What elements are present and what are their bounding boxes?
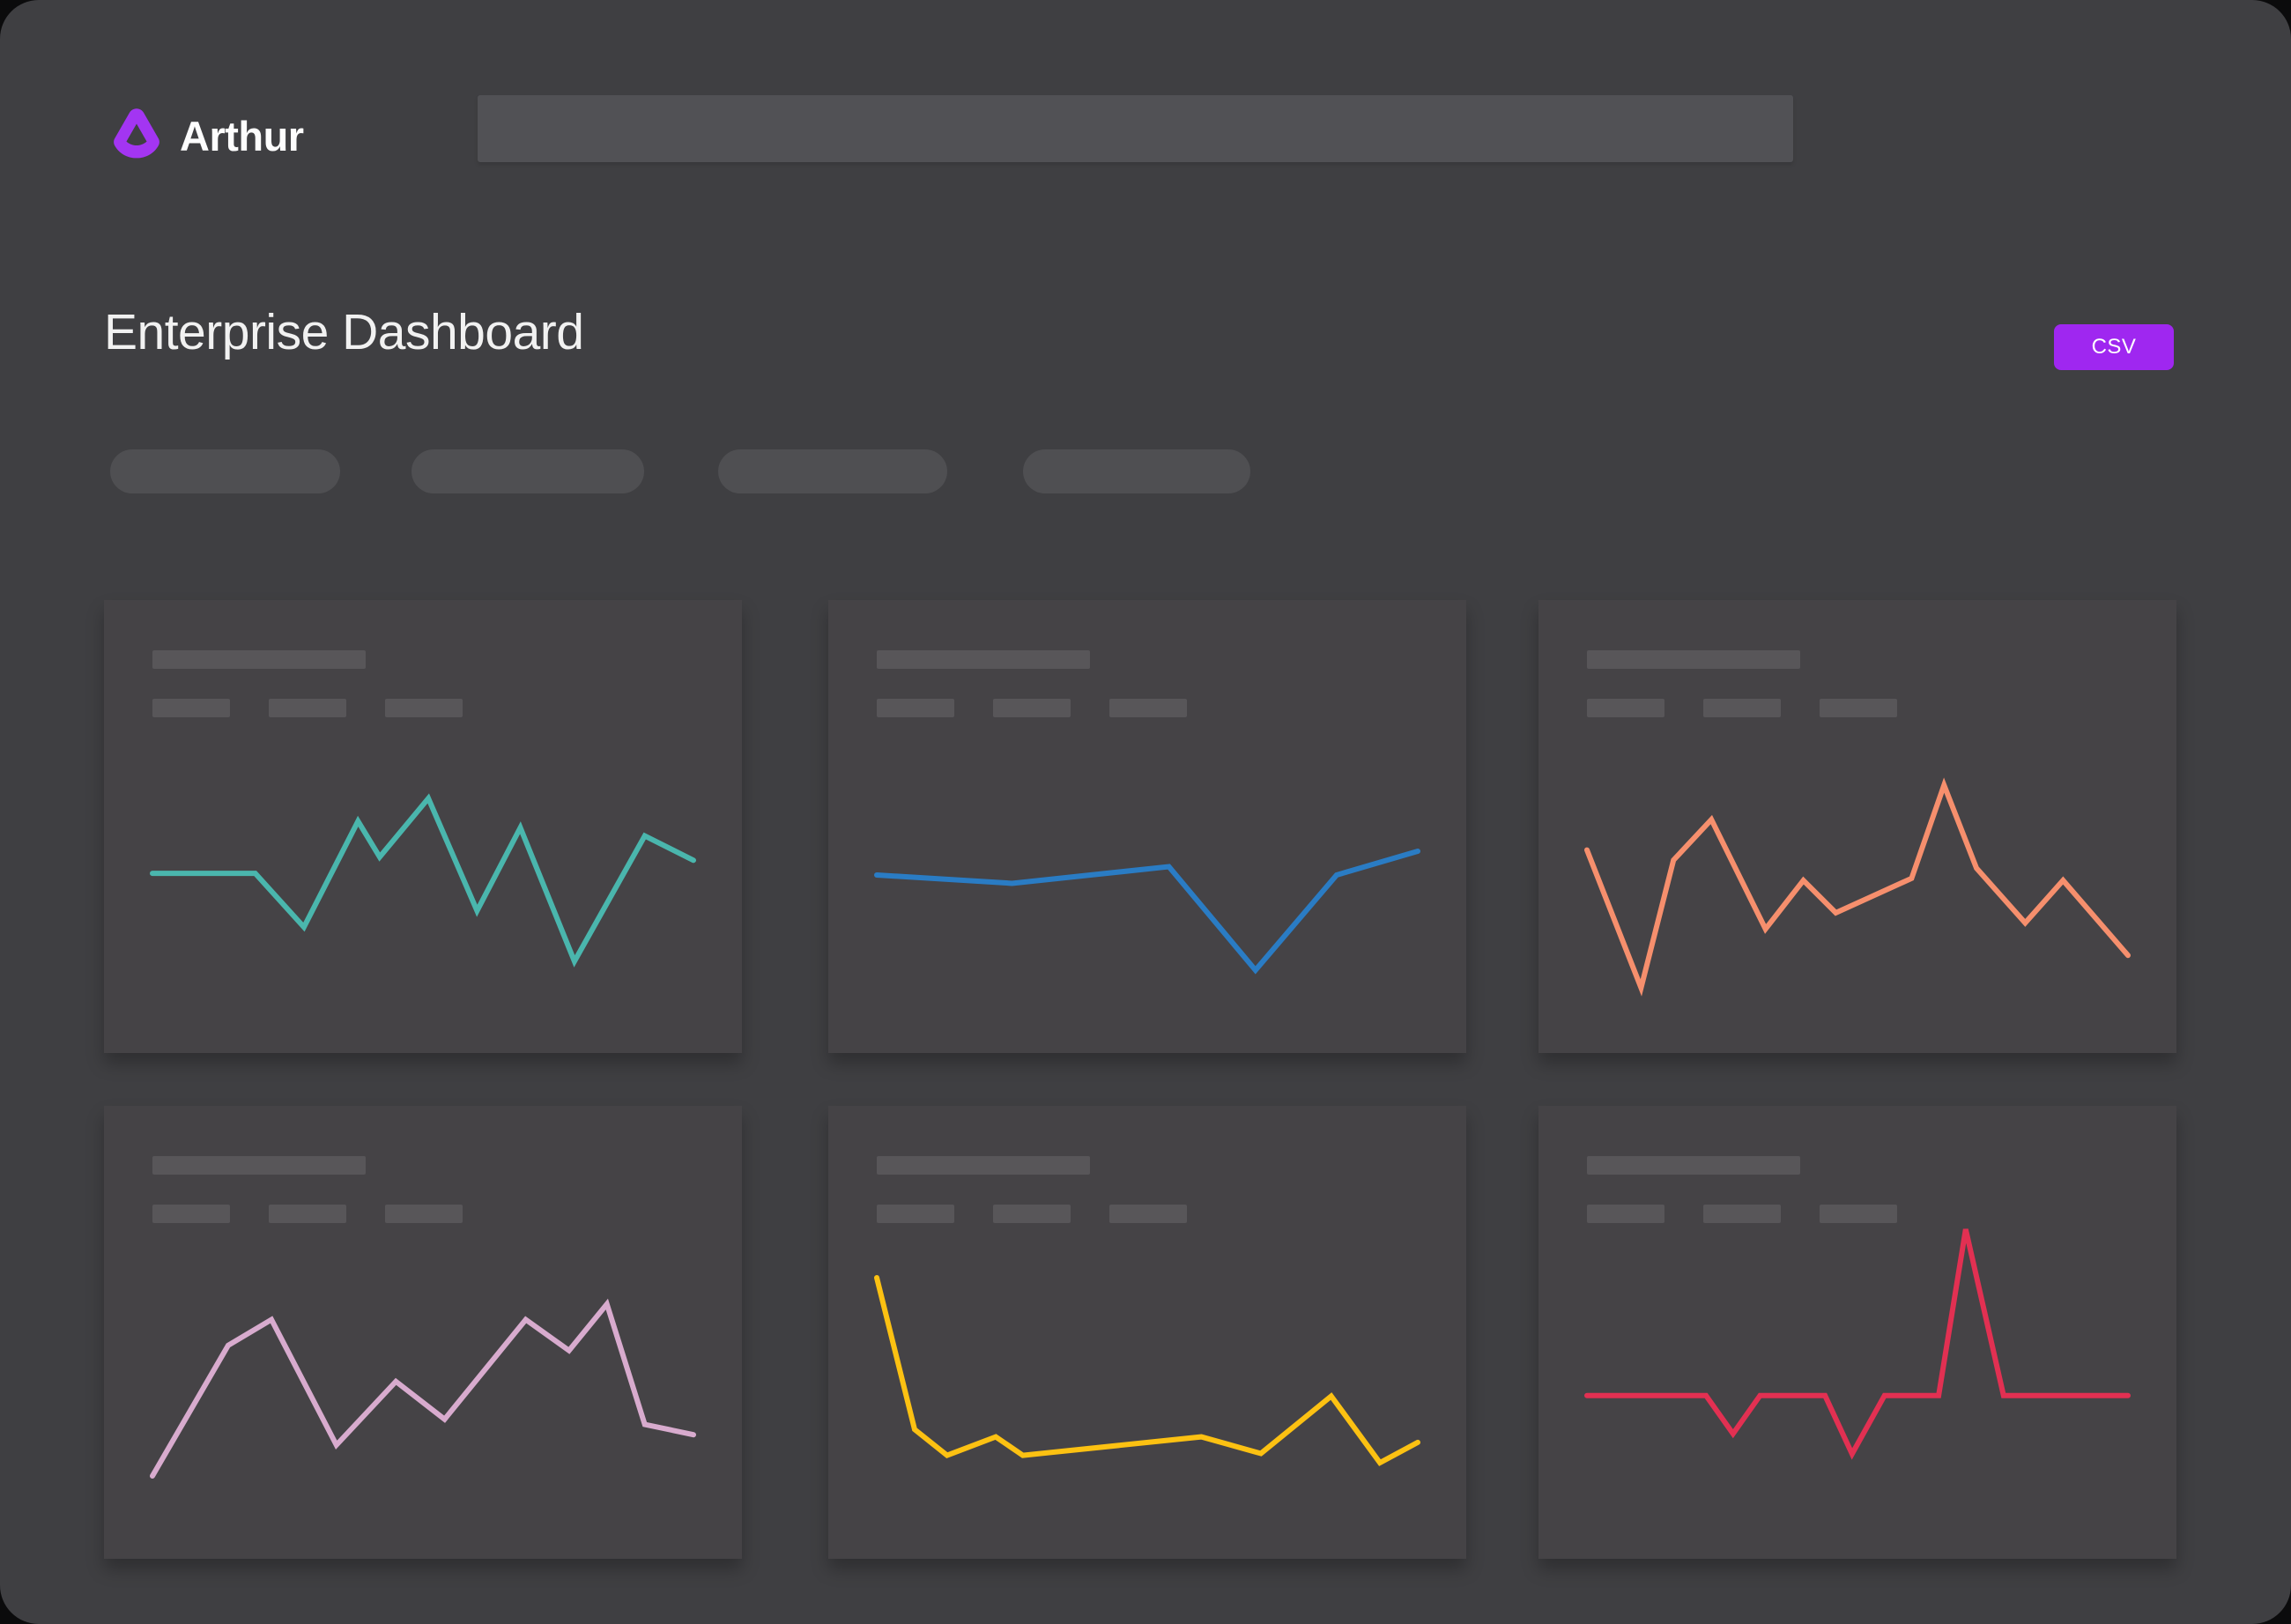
card-title-skeleton	[1587, 1156, 1800, 1175]
card-stat-skeleton	[1820, 1205, 1897, 1223]
card-stat-skeleton	[385, 1205, 463, 1223]
card-title-skeleton	[877, 650, 1090, 669]
filter-pill-skeleton[interactable]	[110, 449, 340, 493]
card-stat-skeleton	[152, 699, 230, 717]
card-stat-skeleton	[269, 699, 346, 717]
dashboard-card	[104, 600, 742, 1053]
card-stat-skeleton	[877, 699, 954, 717]
sparkline-pink	[152, 1304, 693, 1476]
card-stat-skeleton	[877, 1205, 954, 1223]
filter-pill-skeleton[interactable]	[1023, 449, 1250, 493]
card-stat-skeleton	[993, 699, 1071, 717]
search-input[interactable]	[478, 95, 1793, 162]
card-stat-skeleton	[1587, 699, 1664, 717]
card-stat-skeleton	[269, 1205, 346, 1223]
card-stat-skeleton	[1703, 699, 1781, 717]
card-stat-skeleton	[1703, 1205, 1781, 1223]
filter-pill-skeleton[interactable]	[411, 449, 644, 493]
card-stat-skeleton	[1820, 699, 1897, 717]
card-stat-skeleton	[152, 1205, 230, 1223]
dashboard-card	[1538, 600, 2176, 1053]
filter-pill-row	[110, 449, 1251, 493]
page-title: Enterprise Dashboard	[104, 304, 584, 360]
card-stat-skeleton	[385, 699, 463, 717]
sparkline-yellow	[877, 1278, 1418, 1463]
card-title-skeleton	[152, 650, 366, 669]
card-stat-skeleton	[1109, 699, 1187, 717]
export-csv-button[interactable]: CSV	[2054, 324, 2174, 370]
dashboard-card	[1538, 1106, 2176, 1559]
card-title-skeleton	[152, 1156, 366, 1175]
arthur-logo-icon	[114, 108, 159, 159]
filter-pill-skeleton[interactable]	[718, 449, 947, 493]
card-title-skeleton	[877, 1156, 1090, 1175]
dashboard-card	[104, 1106, 742, 1559]
card-stat-skeleton	[1109, 1205, 1187, 1223]
brand-name: Arthur	[180, 112, 304, 159]
card-stat-skeleton	[993, 1205, 1071, 1223]
sparkline-blue	[877, 851, 1418, 970]
sparkline-teal	[152, 798, 693, 961]
sparkline-red	[1587, 1229, 2128, 1454]
card-stat-skeleton	[1587, 1205, 1664, 1223]
dashboard-card	[828, 600, 1466, 1053]
card-title-skeleton	[1587, 650, 1800, 669]
sparkline-orange	[1587, 785, 2128, 988]
dashboard-card	[828, 1106, 1466, 1559]
